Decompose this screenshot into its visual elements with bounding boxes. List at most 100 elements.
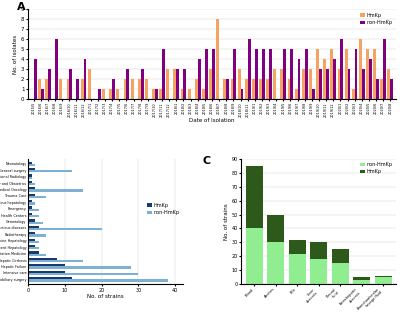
Bar [252, 79, 255, 99]
Bar [302, 70, 305, 99]
Bar [34, 59, 36, 99]
Bar [41, 89, 44, 99]
Bar [238, 70, 240, 99]
Bar [28, 219, 35, 222]
Bar [28, 277, 72, 279]
Bar [266, 79, 269, 99]
Bar [102, 89, 105, 99]
Bar [298, 59, 300, 99]
Bar [48, 70, 51, 99]
Bar [159, 89, 162, 99]
Bar [28, 202, 35, 204]
Bar [28, 228, 102, 230]
Bar [309, 70, 312, 99]
Bar [66, 79, 69, 99]
Bar [55, 40, 58, 99]
Bar [289, 240, 306, 254]
Bar [131, 79, 134, 99]
Bar [28, 215, 39, 217]
Bar [181, 89, 184, 99]
Bar [166, 70, 169, 99]
Bar [59, 79, 62, 99]
Bar [289, 254, 306, 284]
Bar [248, 40, 250, 99]
Bar [28, 264, 65, 266]
Bar [28, 189, 83, 192]
Bar [28, 273, 138, 275]
Bar [340, 40, 343, 99]
Bar [230, 79, 233, 99]
Bar [69, 70, 72, 99]
Bar [176, 70, 179, 99]
Bar [141, 70, 144, 99]
Bar [273, 70, 276, 99]
Bar [124, 79, 126, 99]
Bar [28, 239, 35, 241]
Bar [28, 245, 35, 247]
Bar [198, 59, 200, 99]
Bar [155, 89, 158, 99]
Bar [319, 70, 322, 99]
Text: C: C [203, 156, 211, 166]
Bar [88, 70, 91, 99]
Bar [383, 40, 386, 99]
Bar [28, 258, 58, 260]
Bar [333, 59, 336, 99]
Bar [224, 79, 226, 99]
Bar [145, 79, 148, 99]
X-axis label: No. of strains: No. of strains [87, 294, 124, 299]
Bar [345, 49, 348, 99]
Bar [212, 49, 215, 99]
Bar [28, 200, 32, 202]
Y-axis label: No. of strains: No. of strains [224, 203, 229, 240]
Bar [305, 49, 308, 99]
Bar [28, 234, 46, 237]
Bar [152, 89, 155, 99]
Bar [259, 79, 262, 99]
Bar [28, 279, 168, 282]
Bar [338, 70, 340, 99]
Bar [246, 228, 263, 284]
Bar [28, 196, 46, 198]
Bar [310, 242, 327, 259]
Bar [332, 264, 349, 284]
Bar [38, 79, 41, 99]
Bar [28, 209, 39, 211]
X-axis label: Specimens: Specimens [304, 315, 334, 316]
Bar [98, 89, 101, 99]
Bar [326, 70, 329, 99]
Bar [240, 89, 243, 99]
Bar [316, 49, 319, 99]
Text: A: A [17, 2, 26, 12]
Bar [355, 49, 358, 99]
Bar [376, 79, 379, 99]
Bar [28, 241, 39, 243]
Bar [205, 49, 208, 99]
Bar [369, 59, 372, 99]
Bar [28, 177, 32, 179]
Bar [362, 70, 365, 99]
Bar [28, 168, 35, 170]
Bar [323, 59, 326, 99]
Bar [310, 259, 327, 284]
Bar [28, 247, 39, 249]
Bar [352, 89, 355, 99]
Bar [245, 79, 248, 99]
Bar [246, 166, 263, 228]
Bar [28, 170, 72, 173]
Bar [216, 20, 219, 99]
Bar [28, 254, 46, 256]
Bar [28, 181, 32, 183]
Bar [283, 49, 286, 99]
Bar [267, 215, 284, 242]
Bar [138, 79, 141, 99]
Bar [312, 89, 315, 99]
Bar [267, 242, 284, 284]
Bar [28, 270, 65, 273]
Bar [359, 40, 362, 99]
Bar [209, 70, 212, 99]
Bar [112, 79, 115, 99]
Bar [84, 59, 86, 99]
Bar [45, 79, 48, 99]
Bar [262, 49, 265, 99]
